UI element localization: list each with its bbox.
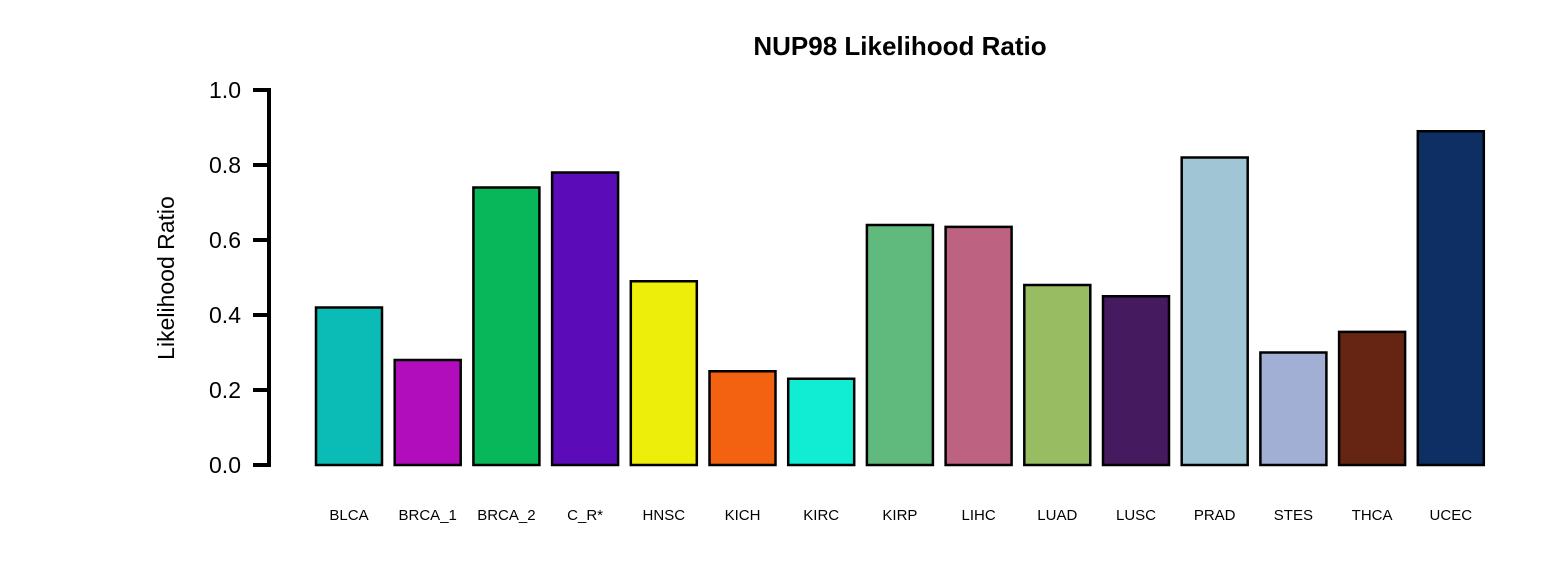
bar-kirc: [786, 377, 856, 467]
x-tick-label: BLCA: [329, 507, 368, 524]
bar-prad: [1180, 156, 1249, 467]
bar-stes: [1259, 351, 1328, 467]
x-tick-label: STES: [1274, 507, 1313, 524]
x-tick-labels: BLCA BRCA_1 BRCA_2 C_R* HNSC KICH KIRC KIRP LIHC…: [329, 507, 1472, 524]
bar-luad: [1023, 283, 1092, 467]
y-axis-label: Likelihood Ratio: [153, 196, 179, 360]
x-tick-label: LIHC: [962, 507, 996, 524]
y-tick-label: 0.2: [209, 377, 241, 403]
x-tick-label: BRCA_1: [399, 507, 457, 524]
x-tick-label: C_R*: [567, 507, 603, 524]
bar-blca: [314, 306, 384, 467]
x-tick-label: KICH: [725, 507, 761, 524]
bar-ucec: [1416, 130, 1486, 467]
x-tick-label: LUAD: [1037, 507, 1077, 524]
bars: [314, 130, 1486, 467]
x-tick-label: KIRC: [803, 507, 839, 524]
bar-lusc: [1101, 295, 1171, 467]
x-tick-label: PRAD: [1194, 507, 1236, 524]
bar-kirp: [865, 223, 935, 467]
chart-title: NUP98 Likelihood Ratio: [753, 31, 1046, 61]
x-tick-label: KIRP: [882, 507, 917, 524]
bar-brca-2: [472, 186, 541, 467]
y-tick-label: 0.0: [209, 452, 241, 478]
bar-thca: [1337, 330, 1407, 467]
x-tick-label: BRCA_2: [477, 507, 535, 524]
x-tick-label: LUSC: [1116, 507, 1156, 524]
bar-c-r: [550, 171, 620, 467]
bar-brca-1: [393, 358, 462, 467]
y-axis: 0.0 0.2 0.4 0.6 0.8 1.0: [209, 77, 271, 478]
x-tick-label: THCA: [1352, 507, 1393, 524]
bar-hnsc: [629, 280, 699, 467]
y-tick-label: 1.0: [209, 77, 241, 103]
y-tick-label: 0.4: [209, 302, 241, 328]
bar-lihc: [944, 225, 1013, 467]
x-tick-label: HNSC: [643, 507, 686, 524]
y-tick-label: 0.6: [209, 227, 241, 253]
y-tick-label: 0.8: [209, 152, 241, 178]
x-tick-label: UCEC: [1430, 507, 1473, 524]
bar-kich: [708, 370, 777, 467]
